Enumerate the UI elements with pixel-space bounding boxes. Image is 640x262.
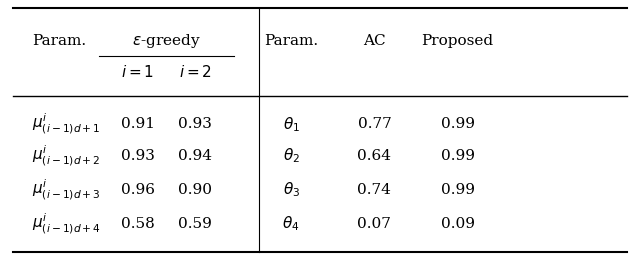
Text: 0.96: 0.96 [120,183,155,197]
Text: 0.93: 0.93 [179,117,212,132]
Text: Proposed: Proposed [422,34,493,48]
Text: $\theta_2$: $\theta_2$ [283,146,300,165]
Text: 0.93: 0.93 [121,149,154,163]
Text: 0.09: 0.09 [440,217,475,231]
Text: 0.74: 0.74 [358,183,391,197]
Text: 0.59: 0.59 [179,217,212,231]
Text: 0.94: 0.94 [178,149,212,163]
Text: $\theta_1$: $\theta_1$ [283,115,300,134]
Text: 0.90: 0.90 [178,183,212,197]
Text: $\mu^i_{(i-1)d+3}$: $\mu^i_{(i-1)d+3}$ [32,178,101,202]
Text: 0.99: 0.99 [440,117,475,132]
Text: $i=1$: $i=1$ [121,64,154,80]
Text: Param.: Param. [32,34,86,48]
Text: $i=2$: $i=2$ [179,64,212,80]
Text: 0.91: 0.91 [120,117,155,132]
Text: 0.07: 0.07 [358,217,391,231]
Text: 0.77: 0.77 [358,117,391,132]
Text: AC: AC [363,34,386,48]
Text: $\theta_4$: $\theta_4$ [282,215,300,233]
Text: 0.99: 0.99 [440,183,475,197]
Text: 0.58: 0.58 [121,217,154,231]
Text: $\varepsilon$-greedy: $\varepsilon$-greedy [132,32,201,50]
Text: 0.64: 0.64 [357,149,392,163]
Text: $\mu^i_{(i-1)d+2}$: $\mu^i_{(i-1)d+2}$ [32,144,100,168]
Text: $\mu^i_{(i-1)d+1}$: $\mu^i_{(i-1)d+1}$ [32,112,100,137]
Text: $\mu^i_{(i-1)d+4}$: $\mu^i_{(i-1)d+4}$ [32,212,101,236]
Text: $\theta_3$: $\theta_3$ [283,181,300,199]
Text: Param.: Param. [264,34,318,48]
Text: 0.99: 0.99 [440,149,475,163]
